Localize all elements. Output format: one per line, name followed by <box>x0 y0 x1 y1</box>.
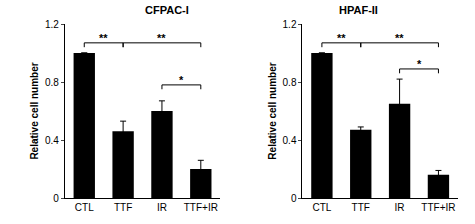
svg-text:Relative cell number: Relative cell number <box>29 62 40 159</box>
svg-text:TTF+IR: TTF+IR <box>421 202 455 213</box>
svg-text:CTL: CTL <box>75 202 94 213</box>
svg-text:TTF+IR: TTF+IR <box>184 202 218 213</box>
svg-text:HPAF-II: HPAF-II <box>339 4 378 16</box>
svg-text:0.8: 0.8 <box>45 77 59 88</box>
svg-text:**: ** <box>157 32 166 44</box>
svg-text:CTL: CTL <box>312 202 331 213</box>
svg-text:0.8: 0.8 <box>283 77 297 88</box>
svg-text:IR: IR <box>157 202 167 213</box>
svg-text:0: 0 <box>53 193 59 204</box>
svg-text:**: ** <box>99 32 108 44</box>
svg-text:0.4: 0.4 <box>283 135 297 146</box>
svg-text:*: * <box>417 58 422 70</box>
svg-text:Relative cell number: Relative cell number <box>267 62 278 159</box>
svg-text:TTF: TTF <box>114 202 132 213</box>
svg-text:*: * <box>179 74 184 86</box>
svg-text:**: ** <box>395 32 404 44</box>
svg-text:1.2: 1.2 <box>283 19 297 30</box>
svg-text:IR: IR <box>395 202 405 213</box>
svg-text:0.4: 0.4 <box>45 135 59 146</box>
svg-text:1.2: 1.2 <box>45 19 59 30</box>
svg-text:0: 0 <box>291 193 297 204</box>
svg-text:CFPAC-I: CFPAC-I <box>145 4 189 16</box>
svg-text:TTF: TTF <box>352 202 370 213</box>
svg-text:**: ** <box>337 32 346 44</box>
